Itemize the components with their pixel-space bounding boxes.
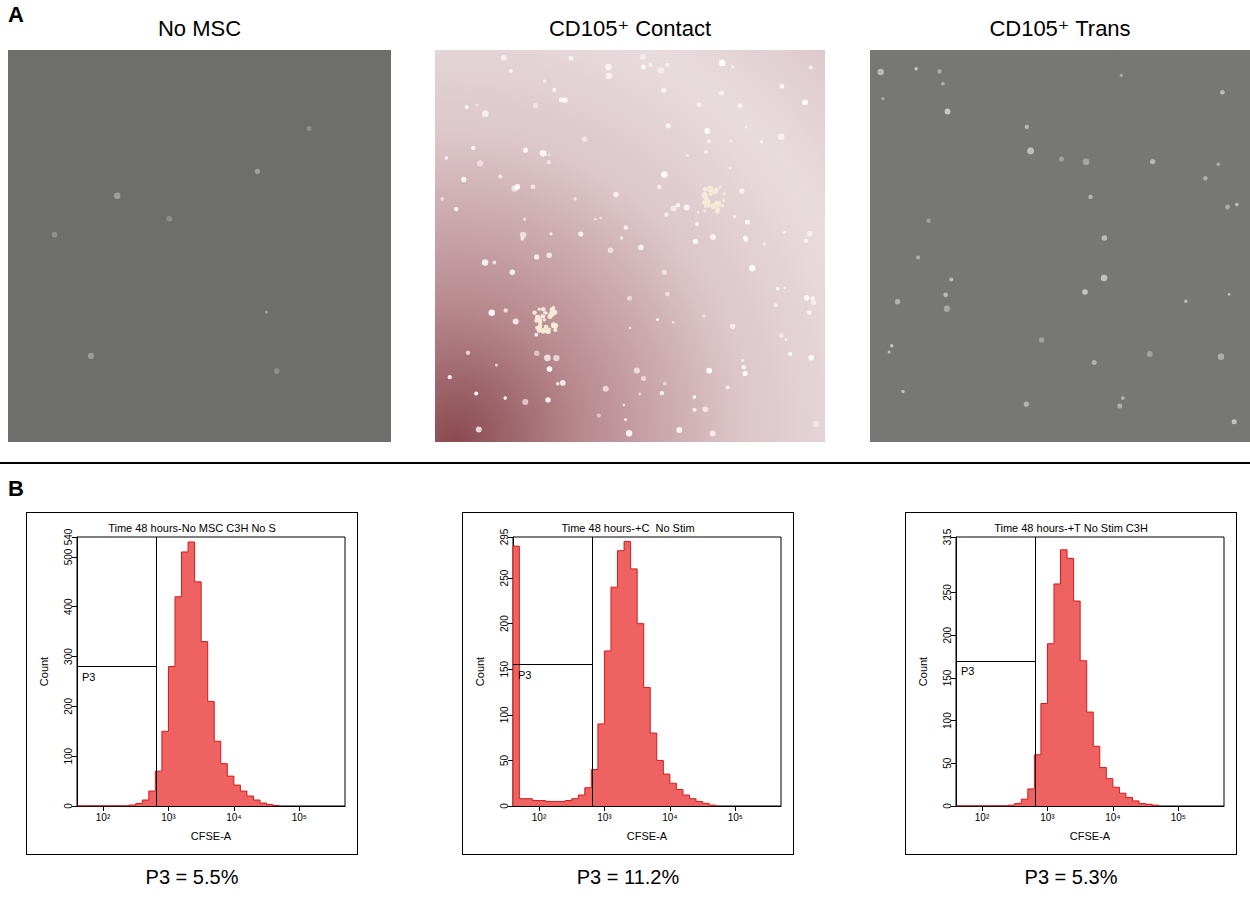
svg-text:Count: Count <box>38 657 50 686</box>
html-text:B: B <box>8 476 24 501</box>
svg-text:10⁴: 10⁴ <box>662 812 677 823</box>
html-text:P3 = 11.2%: P3 = 11.2% <box>576 866 680 888</box>
svg-text:100: 100 <box>942 712 953 729</box>
svg-text:200: 200 <box>942 626 953 643</box>
svg-text:P3: P3 <box>961 665 974 677</box>
svg-text:150: 150 <box>499 660 510 677</box>
html-text:A: A <box>8 2 24 27</box>
svg-text:Time 48 hours-+T No Stim C3H: Time 48 hours-+T No Stim C3H <box>994 522 1148 534</box>
svg-text:CFSE-A: CFSE-A <box>1070 830 1111 842</box>
svg-text:0: 0 <box>499 803 510 809</box>
svg-text:10³: 10³ <box>161 812 176 823</box>
svg-text:P3: P3 <box>82 671 95 683</box>
svg-text:200: 200 <box>499 615 510 632</box>
svg-text:250: 250 <box>942 584 953 601</box>
svg-text:CFSE-A: CFSE-A <box>627 830 668 842</box>
svg-text:10³: 10³ <box>1040 812 1055 823</box>
svg-text:10⁴: 10⁴ <box>1105 812 1120 823</box>
svg-text:CFSE-A: CFSE-A <box>191 830 232 842</box>
svg-text:400: 400 <box>63 598 74 615</box>
svg-text:540: 540 <box>63 528 74 545</box>
svg-text:295: 295 <box>499 528 510 545</box>
svg-text:50: 50 <box>499 754 510 766</box>
html-text:No MSC: No MSC <box>157 16 242 41</box>
svg-text:Count: Count <box>474 657 486 686</box>
svg-text:10⁵: 10⁵ <box>292 812 307 823</box>
svg-text:50: 50 <box>942 757 953 769</box>
svg-text:100: 100 <box>499 706 510 723</box>
html-text:P3 = 5.5%: P3 = 5.5% <box>145 866 239 888</box>
svg-text:Time 48 hours-+C No Stim: Time 48 hours-+C No Stim <box>561 522 694 534</box>
svg-text:10³: 10³ <box>597 812 612 823</box>
svg-text:P3: P3 <box>518 669 531 681</box>
svg-text:500: 500 <box>63 548 74 565</box>
svg-text:250: 250 <box>499 569 510 586</box>
svg-text:10²: 10² <box>96 812 111 823</box>
svg-text:100: 100 <box>63 747 74 764</box>
svg-text:200: 200 <box>63 698 74 715</box>
svg-text:10²: 10² <box>532 812 547 823</box>
html-text:P3 = 5.3%: P3 = 5.3% <box>1024 866 1118 888</box>
svg-text:10⁵: 10⁵ <box>728 812 743 823</box>
svg-text:0: 0 <box>63 803 74 809</box>
svg-text:10²: 10² <box>975 812 990 823</box>
svg-text:10⁵: 10⁵ <box>1171 812 1186 823</box>
svg-text:Count: Count <box>917 657 929 686</box>
svg-text:315: 315 <box>942 528 953 545</box>
svg-text:0: 0 <box>942 803 953 809</box>
svg-text:Time 48 hours-No MSC C3H No S: Time 48 hours-No MSC C3H No S <box>108 522 276 534</box>
svg-text:10⁴: 10⁴ <box>226 812 241 823</box>
html-text:CD105⁺ Trans: CD105⁺ Trans <box>989 16 1131 41</box>
html-text:CD105⁺ Contact: CD105⁺ Contact <box>549 16 711 41</box>
svg-text:300: 300 <box>63 648 74 665</box>
svg-text:150: 150 <box>942 669 953 686</box>
